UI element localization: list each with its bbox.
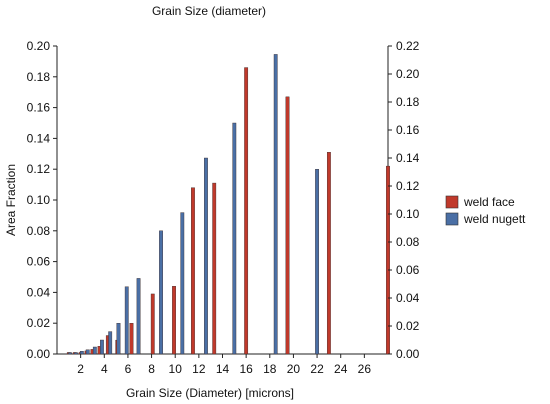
left-tick-label: 0.20	[27, 39, 51, 53]
left-tick-label: 0.14	[27, 131, 51, 145]
x-tick-label: 24	[334, 362, 348, 376]
right-tick-label: 0.16	[396, 123, 420, 137]
left-tick-label: 0.06	[27, 255, 51, 269]
bar-weld-face	[285, 96, 290, 355]
plot-area	[56, 46, 389, 355]
right-tick-label: 0.06	[396, 263, 420, 277]
right-tick-label: 0.00	[396, 347, 420, 361]
legend-label-weld-face: weld face	[463, 195, 515, 209]
left-tick-label: 0.16	[27, 101, 51, 115]
legend: weld face weld nugett	[445, 195, 526, 226]
bar-weld-nugett	[92, 346, 97, 355]
left-tick-label: 0.18	[27, 70, 51, 84]
left-tick-label: 0.04	[27, 285, 51, 299]
bar-weld-nugett	[124, 286, 129, 355]
x-tick-label: 2	[77, 362, 84, 376]
right-tick-label: 0.14	[396, 151, 420, 165]
bar-weld-nugett	[180, 212, 185, 355]
x-tick-label: 16	[239, 362, 253, 376]
x-tick-label: 20	[287, 362, 301, 376]
bar-weld-nugett	[204, 157, 208, 355]
bar-weld-nugett	[85, 349, 90, 355]
bars-layer	[66, 54, 390, 355]
left-tick-label: 0.12	[27, 162, 51, 176]
bar-weld-nugett	[108, 331, 113, 355]
x-tick-label: 22	[310, 362, 324, 376]
bar-weld-nugett	[273, 54, 278, 355]
right-tick-label: 0.04	[396, 291, 420, 305]
bar-weld-face	[212, 182, 217, 355]
bar-weld-nugett	[68, 352, 72, 355]
left-tick-label: 0.00	[27, 347, 51, 361]
right-tick-label: 0.02	[396, 319, 420, 333]
right-tick-label: 0.08	[396, 235, 420, 249]
x-tick-label: 8	[148, 362, 155, 376]
right-tick-label: 0.10	[396, 207, 420, 221]
bar-weld-face	[326, 152, 331, 355]
bar-weld-nugett	[315, 168, 319, 355]
legend-swatch-weld-face	[445, 195, 459, 209]
x-tick-label: 14	[216, 362, 230, 376]
legend-swatch-weld-nugett	[445, 212, 459, 226]
legend-label-weld-nugett: weld nugett	[463, 212, 526, 226]
x-axis-ticks: 2 4 6 8 10 12 14 16 18 20 22 24 26	[77, 354, 371, 376]
bar-weld-face	[172, 286, 176, 355]
right-tick-label: 0.12	[396, 179, 420, 193]
right-tick-label: 0.18	[396, 95, 420, 109]
bar-weld-nugett	[159, 230, 163, 355]
x-tick-label: 4	[101, 362, 108, 376]
left-tick-label: 0.02	[27, 316, 51, 330]
chart-title: Grain Size (diameter)	[152, 4, 266, 18]
x-tick-label: 6	[125, 362, 132, 376]
x-tick-label: 12	[192, 362, 206, 376]
x-tick-label: 26	[358, 362, 372, 376]
x-tick-label: 10	[169, 362, 183, 376]
y-axis-title: Area Fraction	[4, 164, 18, 236]
left-axis-ticks: 0.00 0.02 0.04 0.06 0.08 0.10 0.12 0.14 0.16 0.18…	[27, 39, 57, 361]
x-axis-title: Grain Size (Diameter) [microns]	[126, 386, 294, 400]
bar-weld-nugett	[136, 278, 141, 355]
right-axis-ticks: 0.00 0.02 0.04 0.06 0.08 0.10 0.12 0.14 0.16 0.18…	[388, 39, 420, 361]
bar-weld-nugett	[116, 323, 121, 355]
bar-weld-face	[150, 293, 155, 355]
right-tick-label: 0.20	[396, 67, 420, 81]
bar-weld-nugett	[74, 352, 78, 355]
left-tick-label: 0.08	[27, 224, 51, 238]
bar-weld-face	[244, 67, 249, 355]
right-tick-label: 0.22	[396, 39, 420, 53]
bar-weld-nugett	[79, 351, 84, 355]
bar-weld-nugett	[100, 339, 104, 355]
bar-weld-face	[129, 323, 134, 355]
bar-weld-face	[191, 187, 195, 355]
x-tick-label: 18	[263, 362, 277, 376]
left-tick-label: 0.10	[27, 193, 51, 207]
bar-weld-nugett	[232, 122, 237, 355]
